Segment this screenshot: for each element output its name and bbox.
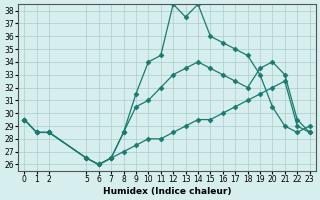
- X-axis label: Humidex (Indice chaleur): Humidex (Indice chaleur): [103, 187, 231, 196]
